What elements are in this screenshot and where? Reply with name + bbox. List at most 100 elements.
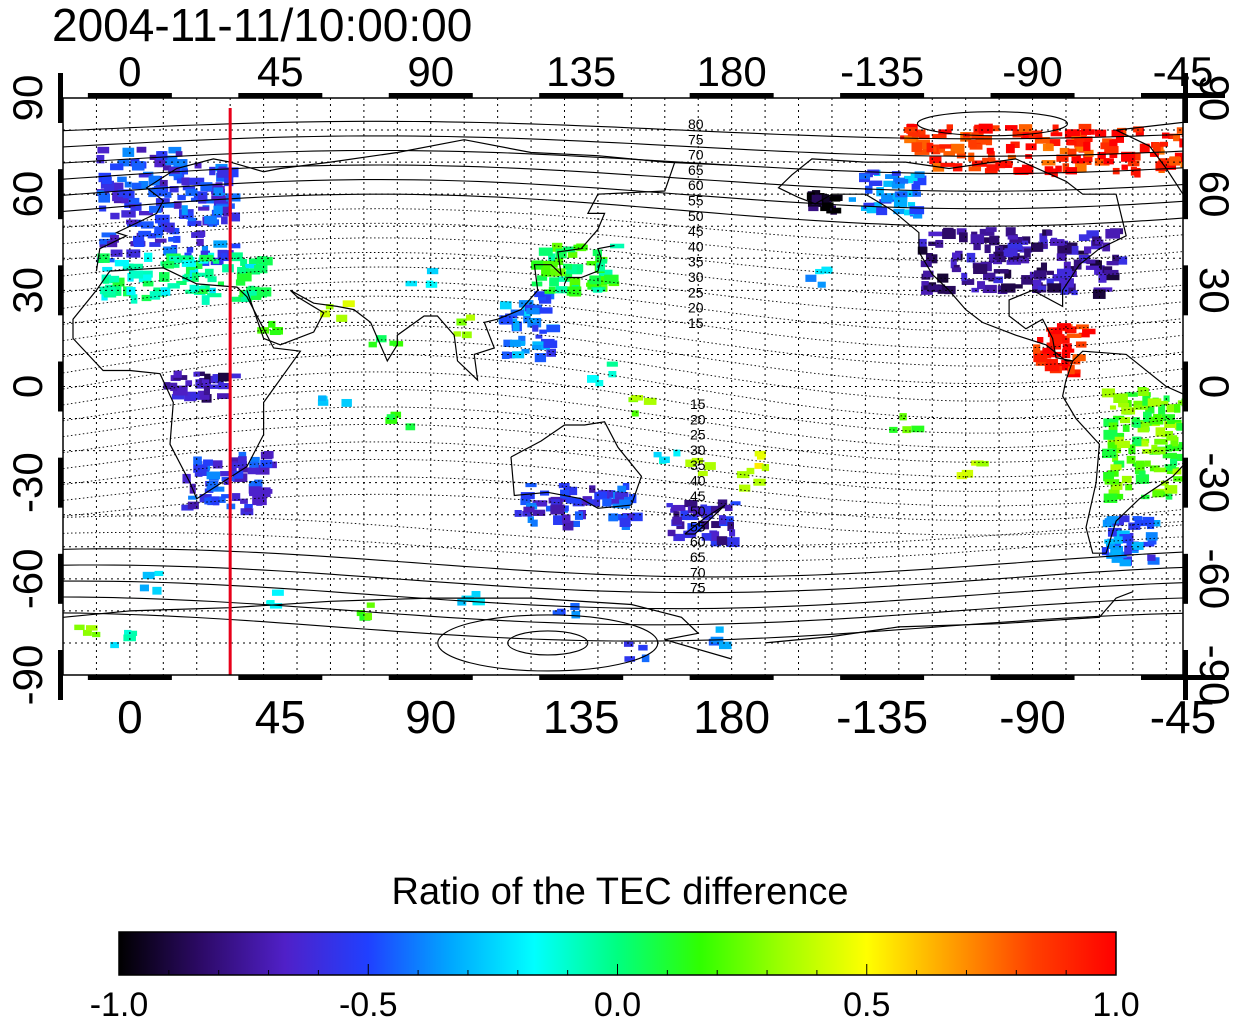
tec-data-cell <box>638 644 648 651</box>
frame-tick <box>990 675 1075 680</box>
tec-data-cell <box>138 210 154 216</box>
magnetic-contour <box>63 324 1183 385</box>
tec-data-cell <box>1161 414 1176 421</box>
tec-data-cell <box>1034 137 1050 144</box>
tec-data-cell <box>252 495 267 506</box>
tec-data-cell <box>596 262 606 272</box>
tec-data-cell <box>211 195 226 200</box>
colorbar-tick-label: 1.0 <box>1092 986 1139 1024</box>
magnetic-contour <box>63 493 1183 536</box>
x-tick-label-top: 0 <box>118 48 141 95</box>
tec-data-cell <box>511 351 525 359</box>
tec-data-cell <box>1059 364 1069 371</box>
tec-data-cell <box>1115 133 1124 143</box>
contour-label: 40 <box>690 473 706 489</box>
tec-data-cell <box>176 280 187 285</box>
colorbar: -1.0 -0.5 0.0 0.5 1.0 <box>90 931 1140 1024</box>
tec-data-cell <box>187 501 199 510</box>
tec-data-cell <box>1072 354 1086 362</box>
tec-data-cell <box>173 235 181 243</box>
tec-data-cell <box>977 281 986 290</box>
tec-data-cell <box>628 494 637 504</box>
tec-data-cell <box>821 266 833 274</box>
x-tick-label-bottom: 0 <box>117 691 143 743</box>
tec-data-cell <box>522 510 533 517</box>
tec-data-cell <box>269 603 283 609</box>
tec-data-cell <box>99 238 112 245</box>
tec-data-cell <box>939 144 952 149</box>
tec-data-cell <box>1037 285 1047 291</box>
tec-data-cell <box>988 253 995 263</box>
tec-data-cell <box>1127 161 1140 167</box>
tec-data-cell <box>987 151 995 158</box>
tec-data-cell <box>683 514 698 521</box>
tec-data-cell <box>139 584 149 592</box>
tec-data-cell <box>181 260 196 267</box>
tec-data-cell <box>946 124 953 130</box>
tec-data-cell <box>132 235 145 245</box>
tec-data-cell <box>992 260 1003 265</box>
x-tick-label-bottom: 180 <box>693 691 770 743</box>
tec-data-cell <box>1142 448 1153 454</box>
tec-data-cell <box>184 252 192 258</box>
tec-data-cell <box>956 152 966 159</box>
tec-data-cell <box>212 460 223 469</box>
tec-data-cell <box>727 522 735 531</box>
tec-data-cell <box>986 147 994 154</box>
tec-data-cell <box>1180 157 1183 168</box>
tec-data-cell <box>1147 398 1162 407</box>
tec-data-cell <box>140 221 154 229</box>
tec-data-cell <box>514 509 522 517</box>
tec-data-cell <box>375 335 387 343</box>
tec-data-cell <box>914 149 930 155</box>
tec-data-cell <box>1104 479 1120 485</box>
magnetic-contour <box>63 281 1183 332</box>
y-tick-label-left: 30 <box>4 267 51 314</box>
tec-data-cell <box>1161 430 1173 438</box>
tec-data-cell <box>169 255 182 263</box>
tec-data-cell <box>194 371 205 377</box>
tec-data-cell <box>175 160 184 166</box>
tec-data-cell <box>710 537 722 547</box>
contour-label: 40 <box>688 238 704 254</box>
tec-data-cell <box>188 495 198 500</box>
tec-data-cell <box>820 206 831 212</box>
tec-data-cell <box>177 194 186 201</box>
tec-data-cell <box>811 190 821 196</box>
tec-data-cell <box>1112 444 1122 454</box>
tec-data-cell <box>670 504 686 511</box>
tec-data-cell <box>1056 253 1067 261</box>
tec-data-cell <box>206 471 221 480</box>
tec-data-cell <box>815 268 824 275</box>
contour-label: 75 <box>690 580 706 596</box>
tec-data-cell <box>124 198 133 209</box>
tec-data-cell <box>532 341 546 347</box>
tec-data-cell <box>140 270 153 278</box>
tec-data-cell <box>555 286 568 294</box>
tec-data-cells <box>74 123 1183 663</box>
frame-tick <box>238 93 323 98</box>
tec-data-cell <box>341 398 352 407</box>
tec-data-cell <box>1010 236 1024 243</box>
tec-data-cell <box>1024 248 1031 258</box>
tec-data-cell <box>1012 284 1023 289</box>
tec-data-cell <box>630 512 643 522</box>
tec-data-cell <box>215 182 223 190</box>
magnetic-contour <box>63 548 1183 578</box>
tec-data-cell <box>453 331 461 337</box>
tec-data-cell <box>1075 324 1089 330</box>
tec-data-cell <box>1045 143 1053 149</box>
tec-data-cell <box>126 249 141 258</box>
tec-data-cell <box>1174 404 1181 413</box>
tec-data-cell <box>189 177 205 185</box>
contour-labels: 8075706560555045403530252015152025303540… <box>688 116 706 596</box>
contour-label: 60 <box>690 534 706 550</box>
axis-frame-ticks <box>58 73 1225 700</box>
graticule-grid <box>63 98 1183 675</box>
tec-data-cell <box>881 194 893 203</box>
tec-data-cell <box>914 171 925 178</box>
tec-data-cell <box>1170 458 1178 467</box>
tec-data-cell <box>1033 344 1041 354</box>
tec-data-cell <box>1074 138 1085 148</box>
tec-data-cell <box>1119 559 1131 567</box>
